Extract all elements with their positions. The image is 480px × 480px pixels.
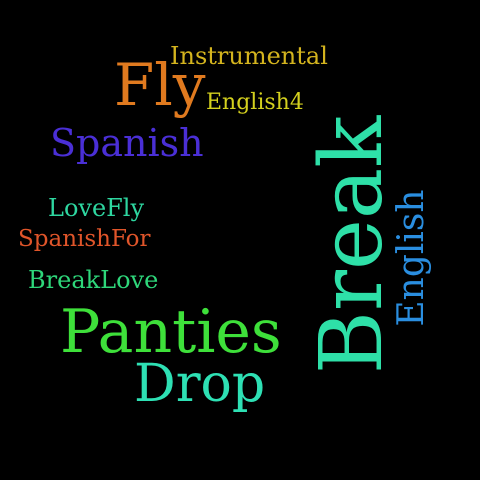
word-breaklove: BreakLove (28, 266, 159, 294)
word-instrumental: Instrumental (170, 42, 328, 70)
word-lovefly: LoveFly (48, 194, 145, 222)
word-english4: English4 (206, 90, 304, 115)
word-break: Break (302, 115, 402, 375)
word-panties: Panties (60, 297, 282, 367)
word-drop: Drop (134, 354, 266, 414)
word-spanish: Spanish (50, 121, 204, 165)
word-spanishfor: SpanishFor (18, 226, 151, 252)
word-fly: Fly (114, 51, 206, 119)
word-english: English (391, 189, 432, 327)
